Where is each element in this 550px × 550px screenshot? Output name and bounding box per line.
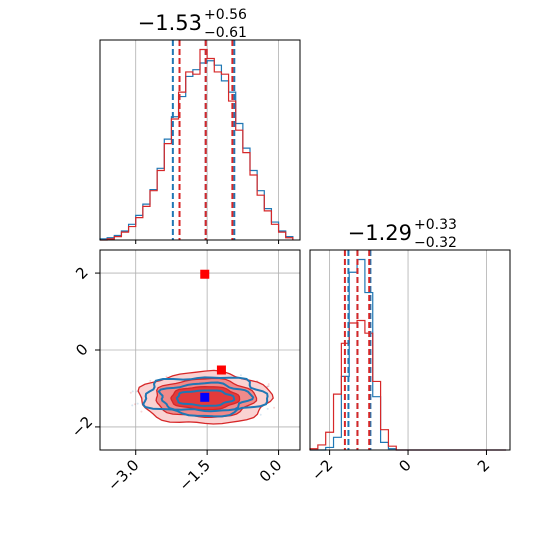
joint-blue-contour-inner (175, 389, 236, 407)
histogram-x1-red-series (100, 48, 294, 241)
histogram-x1-title-upper-error: +0.56 (204, 7, 247, 23)
histogram-x1-panel (99, 39, 301, 244)
joint-marker-blue (200, 392, 210, 402)
joint-marker-red (216, 365, 226, 375)
joint-plot-area (100, 250, 300, 450)
joint-y-tick-label: 0 (72, 340, 91, 359)
joint-blue-contour-middle (157, 381, 255, 413)
joint-x-tick-label: 0.0 (256, 456, 286, 486)
histogram-x2-title-upper-error: +0.33 (414, 217, 457, 233)
histogram-x1-title-lower-error: −0.61 (204, 25, 247, 41)
histogram-x1-border (99, 39, 301, 241)
titles: −1.53 +0.56 −0.61 −1.29 +0.33 −0.32 (138, 7, 457, 251)
histogram-x2-title-lower-error: −0.32 (414, 235, 457, 251)
joint-sample-point (239, 374, 242, 377)
joint-sample-point (267, 384, 270, 387)
histogram-x1-blue-series (99, 60, 294, 240)
histogram-x2-background (310, 250, 510, 450)
joint-sample-point (149, 379, 152, 382)
joint-sample-point (131, 390, 134, 393)
joint-sample-point (131, 404, 134, 407)
joint-sample-point (259, 413, 262, 416)
histogram-x2-border (309, 249, 511, 451)
histogram-x2-title-value: −1.29 (348, 221, 412, 245)
joint-y-tick-label: −2 (68, 413, 96, 441)
joint-sample-point (140, 410, 143, 413)
joint-sample-point (266, 407, 269, 410)
joint-blue-contour-outer (141, 376, 269, 418)
joint-sample-point (267, 383, 270, 386)
joint-sample-point (266, 385, 269, 388)
joint-sample-point (266, 385, 269, 388)
histogram-x2-tick-label: −2 (308, 456, 336, 484)
joint-y-tick-label: 2 (72, 263, 91, 282)
joint-sample-point (136, 402, 139, 405)
histogram-x2-tick-label: 2 (474, 456, 493, 475)
joint-sample-point (165, 375, 168, 378)
histogram-x2-tick-label: 0 (395, 456, 414, 475)
joint-x-tick-label: −1.5 (175, 456, 213, 494)
joint-sample-point (133, 403, 136, 406)
joint-sample-point (135, 390, 138, 393)
joint-x-tick-label: −3.0 (104, 456, 142, 494)
joint-marker-red (200, 269, 210, 279)
joint-sample-point (273, 406, 276, 409)
joint-sample-point (129, 391, 132, 394)
joint-distribution-panel: −3.0 −1.5 0.0 −2 0 2 (68, 249, 301, 495)
histogram-x1-title-value: −1.53 (138, 11, 202, 35)
histogram-x2-panel: −2 0 2 (308, 249, 511, 484)
